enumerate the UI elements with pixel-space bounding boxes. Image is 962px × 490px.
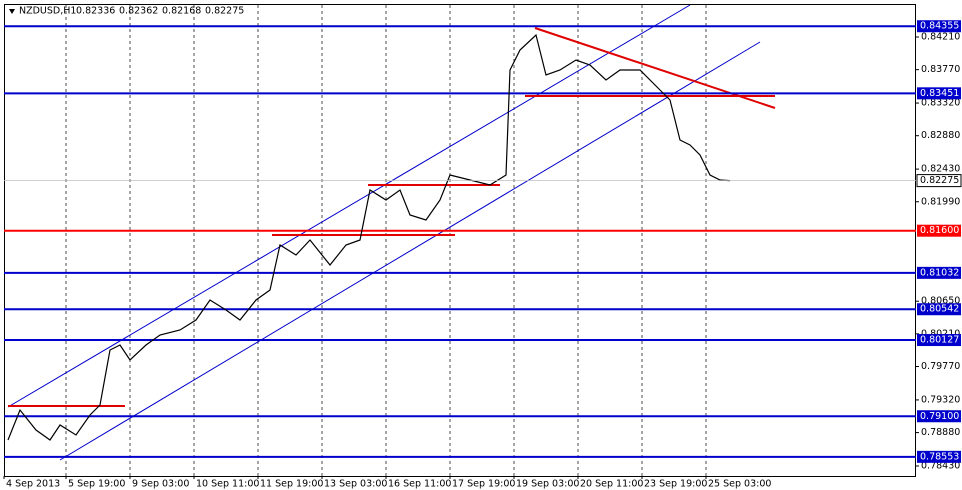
x-tick-label: 11 Sep 19:00	[260, 479, 323, 490]
level-label-box	[917, 303, 961, 316]
level-label: 0.79100	[920, 411, 959, 422]
trend-line	[534, 27, 776, 109]
y-tick-label: 0.83770	[921, 64, 960, 75]
level-label-box	[917, 450, 961, 463]
x-tick-label: 17 Sep 19:00	[452, 479, 515, 490]
grid	[65, 5, 707, 476]
level-label: 0.83451	[920, 88, 959, 99]
x-tick-label: 5 Sep 19:00	[68, 479, 125, 490]
y-tick-label: 0.82880	[921, 130, 960, 141]
y-tick-label: 0.78430	[921, 460, 960, 471]
x-tick-label: 10 Sep 11:00	[196, 479, 259, 490]
last-price-box	[916, 174, 962, 188]
level-label: 0.81600	[920, 225, 959, 236]
x-tick-label: 16 Sep 11:00	[388, 479, 451, 490]
level-label-box	[917, 224, 961, 237]
y-tick-label: 0.81990	[921, 196, 960, 207]
y-tick-label: 0.82430	[921, 164, 960, 175]
level-label: 0.80542	[920, 304, 959, 315]
level-label: 0.80127	[920, 335, 959, 346]
x-tick-label: 20 Sep 11:00	[580, 479, 643, 490]
level-label-box	[917, 20, 961, 33]
y-tick-label: 0.83320	[921, 98, 960, 109]
x-tick-label: 4 Sep 2013	[6, 479, 60, 490]
level-label: 0.81032	[920, 267, 959, 278]
level-label-box	[917, 266, 961, 279]
header-value: 0.82275	[205, 6, 244, 17]
level-label-box	[917, 410, 961, 423]
channel-line	[59, 41, 761, 461]
x-tick-label: 25 Sep 03:00	[708, 479, 771, 490]
x-tick-label: 19 Sep 03:00	[516, 479, 579, 490]
plot-frame	[4, 4, 916, 477]
y-tick-label: 0.80650	[921, 296, 960, 307]
level-label: 0.78553	[920, 451, 959, 462]
header-value: 0.82336	[76, 6, 115, 17]
y-tick-label: 0.80210	[921, 328, 960, 339]
x-tick-label: 9 Sep 03:00	[132, 479, 189, 490]
header-title: NZDUSD,H1	[19, 6, 76, 17]
x-tick-label: 23 Sep 19:00	[644, 479, 707, 490]
x-tick-label: 13 Sep 03:00	[324, 479, 387, 490]
menu-icon[interactable]	[9, 9, 15, 14]
level-label-box	[917, 334, 961, 347]
y-tick-label: 0.84210	[921, 31, 960, 42]
y-tick-label: 0.78880	[921, 427, 960, 438]
last-price-label: 0.82275	[920, 175, 959, 186]
y-tick-label: 0.79320	[921, 394, 960, 405]
y-tick-label: 0.79770	[921, 361, 960, 372]
header-value: 0.82362	[119, 6, 158, 17]
level-label: 0.84355	[920, 21, 959, 32]
header-value: 0.82168	[162, 6, 201, 17]
price-line	[7, 33, 731, 441]
level-label-box	[917, 87, 961, 100]
